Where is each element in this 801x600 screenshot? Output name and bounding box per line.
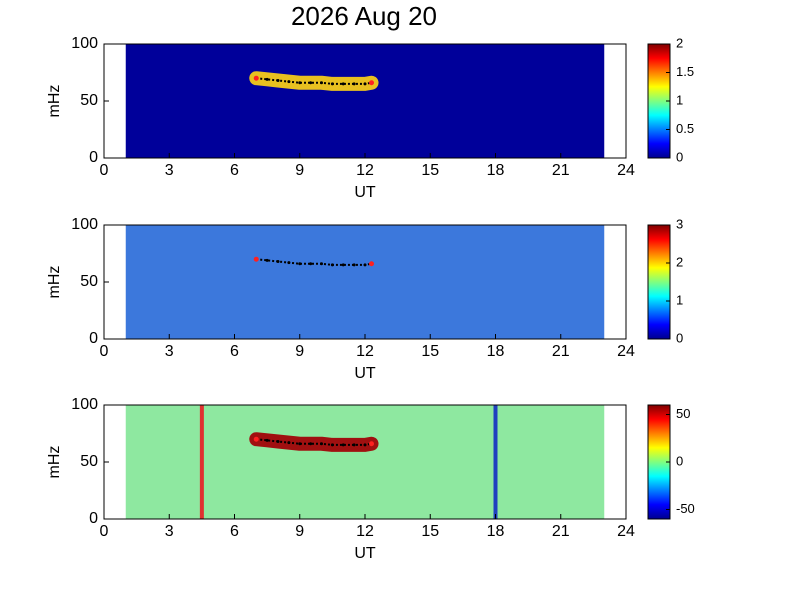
y-tick-label: 50 — [80, 273, 98, 290]
track-point — [341, 82, 345, 86]
y-axis-label: mHz — [46, 266, 63, 299]
y-tick-label: 50 — [80, 92, 98, 109]
track-point — [276, 259, 280, 263]
x-tick-label: 15 — [421, 162, 439, 179]
track-point — [309, 262, 313, 266]
x-tick-label: 15 — [421, 523, 439, 540]
track-point — [276, 439, 280, 443]
x-axis-label: UT — [354, 365, 376, 382]
track-point — [265, 438, 269, 442]
y-axis-label: mHz — [46, 85, 63, 118]
x-tick-label: 12 — [356, 343, 374, 360]
colorbar-tick-label: 3 — [676, 216, 683, 231]
x-tick-label: 12 — [356, 523, 374, 540]
colorbar-tick-label: 2 — [676, 254, 683, 269]
x-tick-label: 6 — [230, 162, 239, 179]
track-point — [265, 258, 269, 262]
x-tick-label: 3 — [165, 523, 174, 540]
x-tick-label: 18 — [487, 343, 505, 360]
track-point — [352, 82, 356, 86]
colorbar-tick-label: 0.5 — [676, 121, 694, 136]
track-point — [320, 262, 323, 266]
track-point — [330, 263, 334, 267]
y-axis-label: mHz — [46, 446, 63, 479]
x-tick-label: 3 — [165, 343, 174, 360]
track-point — [298, 81, 302, 85]
x-tick-label: 21 — [552, 343, 570, 360]
y-tick-label: 100 — [71, 35, 98, 52]
y-tick-label: 100 — [71, 216, 98, 233]
colorbar-tick-label: 50 — [676, 406, 690, 421]
track-point — [287, 261, 291, 265]
track-point — [253, 436, 259, 442]
track-point — [352, 263, 356, 267]
track-point — [363, 443, 367, 447]
track-point — [298, 262, 302, 266]
x-axis-label: UT — [354, 184, 376, 201]
x-tick-label: 3 — [165, 162, 174, 179]
x-tick-label: 12 — [356, 162, 374, 179]
x-tick-label: 18 — [487, 162, 505, 179]
x-tick-label: 9 — [295, 343, 304, 360]
track-point — [253, 256, 259, 262]
x-tick-label: 15 — [421, 343, 439, 360]
y-tick-label: 100 — [71, 396, 98, 413]
track-point — [363, 263, 367, 267]
x-tick-label: 24 — [617, 523, 635, 540]
x-tick-label: 9 — [295, 162, 304, 179]
y-tick-label: 50 — [80, 453, 98, 470]
colorbar-tick-label: 1.5 — [676, 64, 694, 79]
track — [256, 438, 372, 446]
x-tick-label: 6 — [230, 343, 239, 360]
x-tick-label: 21 — [552, 523, 570, 540]
spectrogram — [125, 405, 605, 519]
chart-title: 2026 Aug 20 — [291, 1, 437, 31]
track-point — [341, 443, 345, 447]
y-tick-label: 0 — [89, 330, 98, 347]
x-tick-label: 21 — [552, 162, 570, 179]
x-tick-label: 9 — [295, 523, 304, 540]
x-tick-label: 0 — [100, 343, 109, 360]
track-point — [309, 81, 313, 85]
x-axis-label: UT — [354, 545, 376, 562]
track-point — [320, 442, 323, 446]
y-tick-label: 0 — [89, 510, 98, 527]
colorbar-tick-label: 0 — [676, 453, 683, 468]
y-tick-label: 0 — [89, 149, 98, 166]
x-tick-label: 6 — [230, 523, 239, 540]
track — [256, 77, 372, 85]
track-point — [276, 78, 280, 82]
track-point — [363, 82, 367, 86]
track-point — [320, 81, 323, 85]
x-tick-label: 24 — [617, 162, 635, 179]
track-point — [253, 75, 259, 81]
track-point — [287, 441, 291, 445]
spectrogram — [125, 44, 605, 158]
track-point — [298, 442, 302, 446]
track-point — [330, 82, 334, 86]
x-tick-label: 0 — [100, 523, 109, 540]
colorbar — [647, 224, 671, 340]
spectrogram — [125, 225, 605, 339]
track-point — [369, 441, 375, 447]
track-point — [330, 443, 334, 447]
track-point — [287, 80, 291, 84]
colorbar-tick-label: -50 — [676, 501, 695, 516]
colorbar-tick-label: 0 — [676, 149, 683, 164]
track — [256, 258, 372, 266]
track-point — [265, 77, 269, 81]
x-tick-label: 18 — [487, 523, 505, 540]
colorbar-tick-label: 0 — [676, 330, 683, 345]
track-point — [309, 442, 313, 446]
x-tick-label: 24 — [617, 343, 635, 360]
colorbar-tick-label: 1 — [676, 292, 683, 307]
track-point — [341, 263, 345, 267]
colorbar-tick-label: 1 — [676, 92, 683, 107]
x-tick-label: 0 — [100, 162, 109, 179]
colorbar-tick-label: 2 — [676, 35, 683, 50]
track-point — [369, 261, 375, 267]
track-point — [352, 443, 356, 447]
track-point — [369, 80, 375, 86]
